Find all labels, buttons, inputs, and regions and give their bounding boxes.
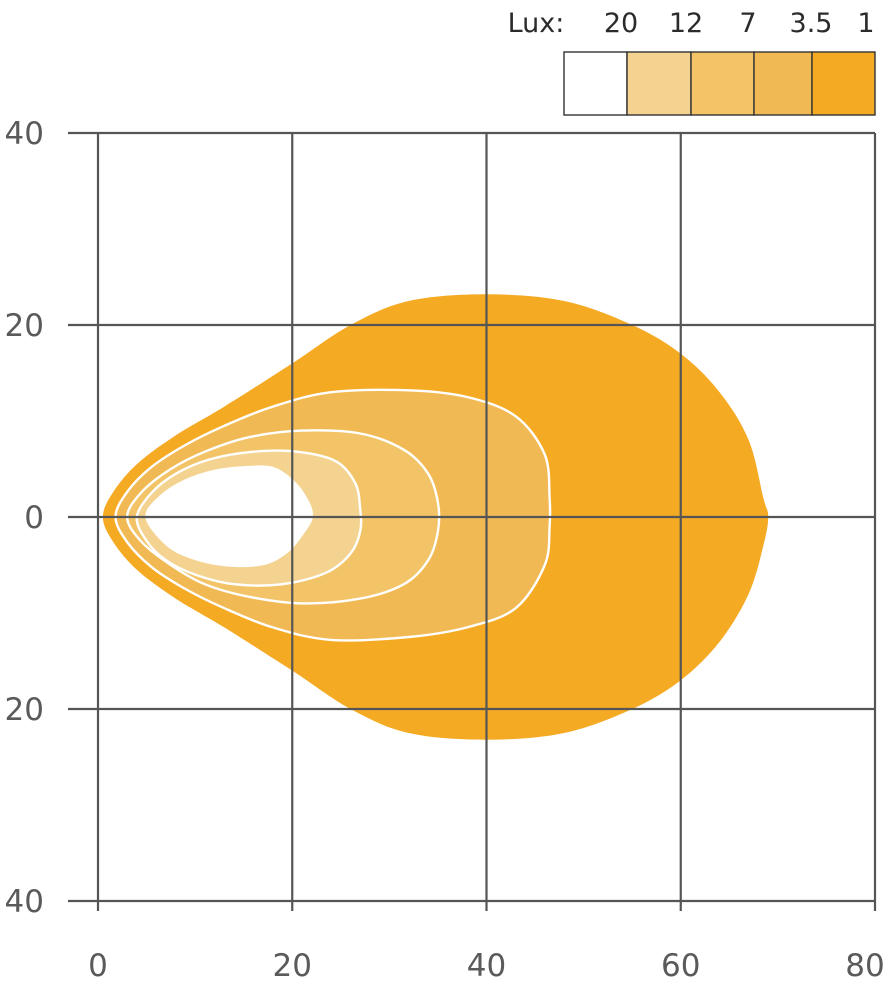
y-tick-label-0: 40 xyxy=(5,116,44,152)
legend-swatch-12 xyxy=(626,51,692,116)
legend-title: Lux: xyxy=(508,8,565,39)
x-tick-label-1: 20 xyxy=(273,948,312,984)
legend-swatch-3.5 xyxy=(753,51,813,116)
x-tick-label-3: 60 xyxy=(661,948,700,984)
y-tick-label-3: 20 xyxy=(5,692,44,728)
axis-tick-labels: 0 20 40 60 80 40 20 0 20 40 xyxy=(5,116,885,984)
legend-label-1: 1 xyxy=(857,8,874,39)
y-tick-label-1: 20 xyxy=(5,308,44,344)
legend-label-7: 7 xyxy=(739,8,756,39)
legend-label-20: 20 xyxy=(604,8,638,39)
legend-label-12: 12 xyxy=(669,8,703,39)
legend-swatch-20 xyxy=(563,51,628,116)
y-tick-label-2: 0 xyxy=(24,500,44,536)
x-tick-label-0: 0 xyxy=(88,948,108,984)
lux-legend: Lux: 20 12 7 3.5 1 xyxy=(508,8,876,116)
y-tick-label-4: 40 xyxy=(5,884,44,920)
legend-swatch-7 xyxy=(690,51,755,116)
plot-grid xyxy=(68,131,877,911)
legend-swatch-1 xyxy=(811,51,876,116)
x-tick-label-4: 80 xyxy=(845,948,884,984)
x-tick-label-2: 40 xyxy=(467,948,506,984)
legend-label-3.5: 3.5 xyxy=(790,8,833,39)
